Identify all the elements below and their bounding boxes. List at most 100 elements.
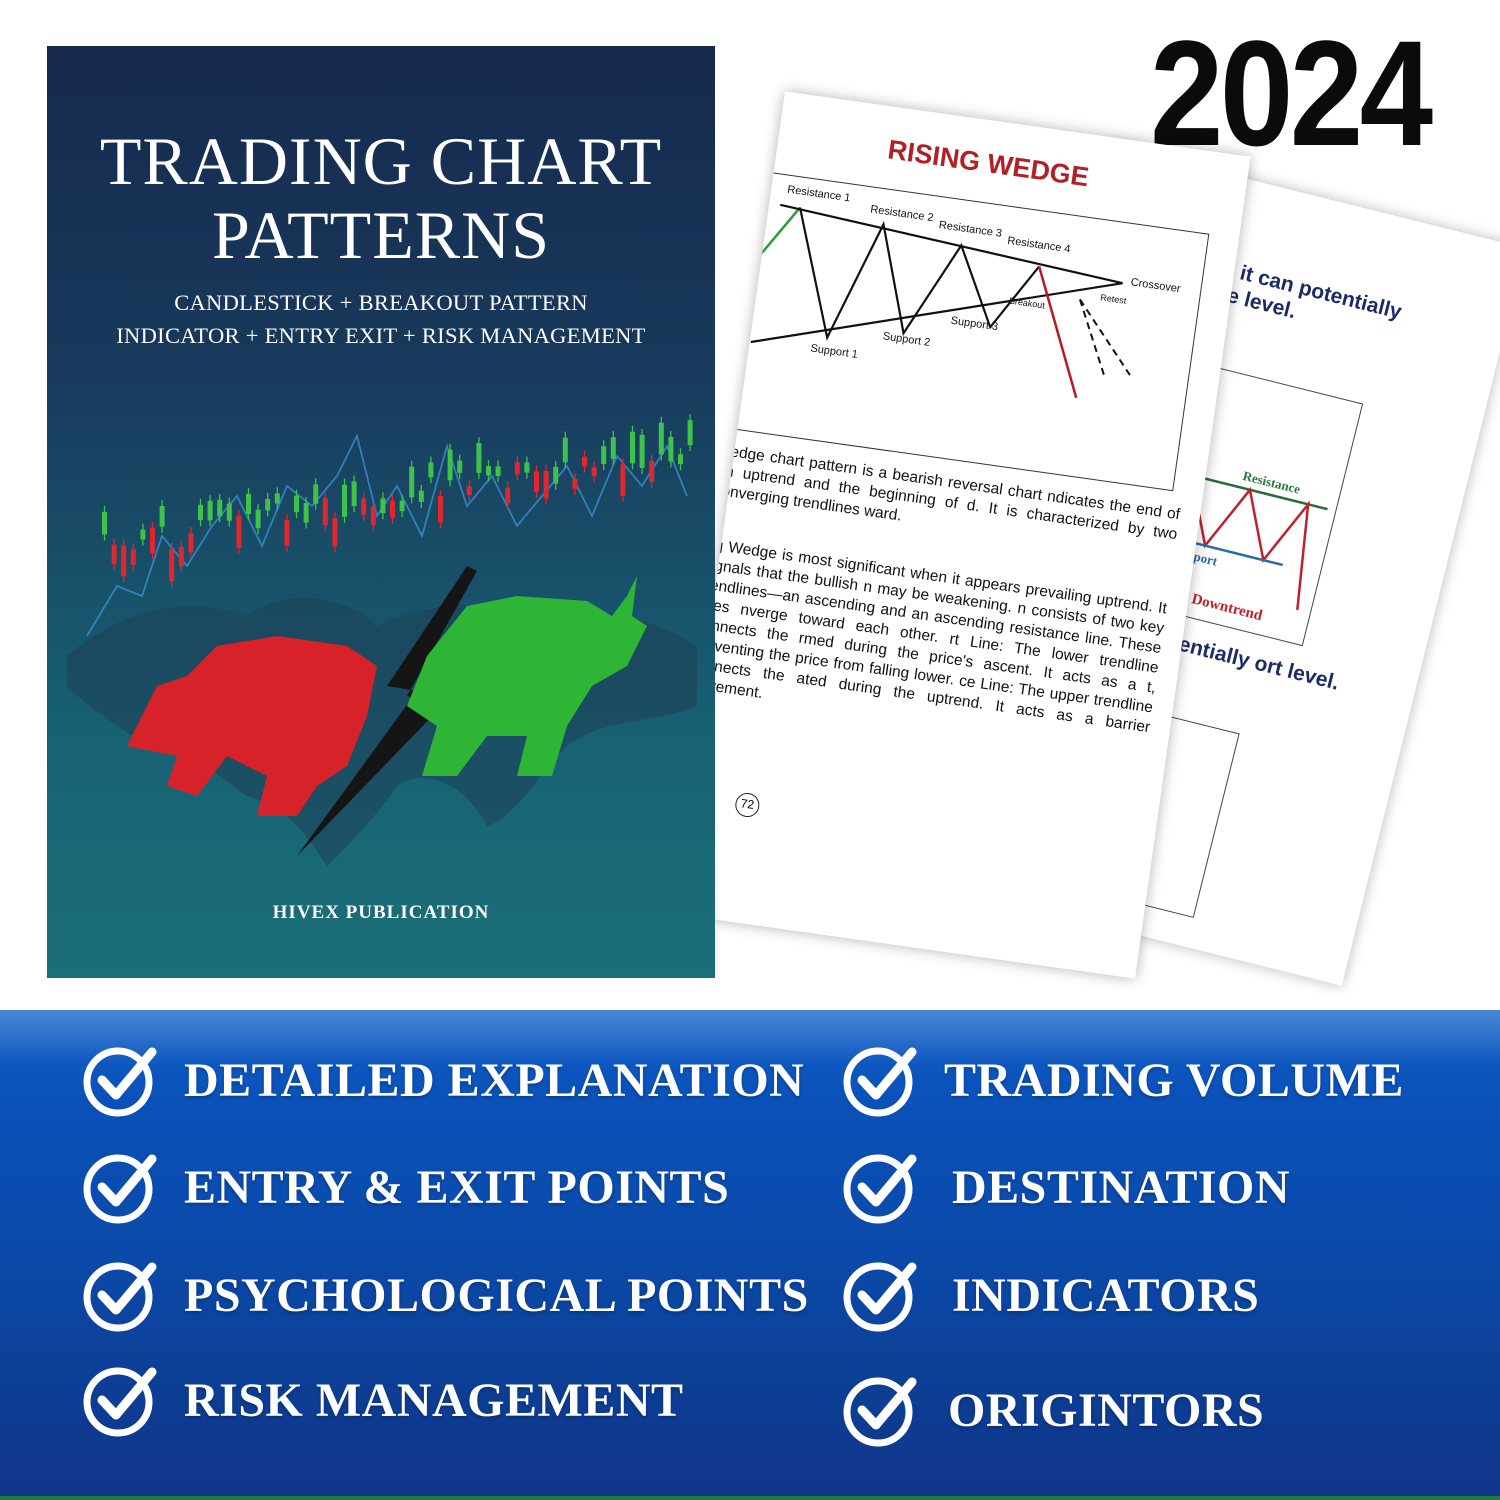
feature-item: RISK MANAGEMENT <box>80 1355 684 1445</box>
candle-down <box>236 515 242 548</box>
feature-label: ENTRY & EXIT POINTS <box>184 1160 730 1214</box>
candlesticks <box>102 414 693 588</box>
candle-down <box>121 545 127 577</box>
candle-down <box>150 527 155 554</box>
book-cover: TRADING CHART PATTERNS CANDLESTICK + BRE… <box>47 46 715 978</box>
candle-down <box>438 495 443 523</box>
candle-up <box>265 498 271 511</box>
candle-down <box>111 544 117 565</box>
candle-up <box>486 466 491 476</box>
cover-art <box>67 414 697 866</box>
bear-icon <box>127 636 377 816</box>
candle-up <box>630 431 635 464</box>
candle-down <box>370 506 376 526</box>
candle-down <box>543 470 549 499</box>
check-icon <box>83 1367 157 1437</box>
check-icon <box>83 1047 157 1117</box>
feature-item: DESTINATION <box>840 1142 1290 1232</box>
candle-up <box>553 466 559 484</box>
year-label: 2024 <box>1150 9 1433 177</box>
bull-icon <box>407 576 647 776</box>
candle-up <box>447 449 453 481</box>
candle-up <box>678 454 683 465</box>
banner-shine <box>0 1010 1500 1065</box>
feature-label: PSYCHOLOGICAL POINTS <box>184 1268 809 1322</box>
candle-up <box>476 443 482 473</box>
candle-up <box>409 466 415 498</box>
book-subtitle-line-2: INDICATOR + ENTRY EXIT + RISK MANAGEMENT <box>116 323 646 348</box>
book-title-line-2: PATTERNS <box>211 197 551 273</box>
feature-item: PSYCHOLOGICAL POINTS <box>80 1250 809 1340</box>
candle-down <box>169 548 175 582</box>
check-icon <box>83 1262 157 1332</box>
check-icon <box>843 1047 917 1117</box>
candle-up <box>246 493 251 515</box>
feature-item: DETAILED EXPLANATION <box>80 1035 804 1125</box>
rising-wedge-svg <box>738 203 1131 399</box>
wedge-paragraph-2: ng Wedge is most significant when it app… <box>685 535 1168 737</box>
front-page: RISING WEDGE Resistance 1 Resistance 2 R… <box>669 91 1251 979</box>
candle-down <box>130 549 136 566</box>
check-icon <box>83 1154 157 1224</box>
candle-down <box>361 498 367 515</box>
candle-up <box>207 500 213 521</box>
candle-up <box>610 437 616 459</box>
candle-down <box>284 520 290 546</box>
page-number: 72 <box>733 791 761 819</box>
candle-down <box>620 464 626 496</box>
feature-item: TRADING VOLUME <box>840 1035 1404 1125</box>
check-icon <box>843 1154 917 1224</box>
candle-up <box>457 460 463 473</box>
feature-label: INDICATORS <box>952 1268 1260 1322</box>
candle-up <box>687 420 693 446</box>
candle-up <box>428 462 434 478</box>
feature-label: DETAILED EXPLANATION <box>184 1053 805 1107</box>
candle-up <box>342 484 347 517</box>
candle-up <box>524 462 530 473</box>
candle-down <box>322 498 328 526</box>
book-title: TRADING CHART PATTERNS <box>47 124 715 272</box>
feature-label: ORIGINTORS <box>948 1383 1265 1437</box>
check-icon <box>843 1262 917 1332</box>
candle-down <box>178 546 184 567</box>
candle-up <box>303 503 309 523</box>
check-icon <box>843 1377 917 1447</box>
rising-wedge-title: RISING WEDGE <box>885 134 1091 193</box>
candle-up <box>562 437 568 463</box>
candle-down <box>514 462 520 475</box>
candle-down <box>649 460 655 482</box>
candle-up <box>380 498 386 514</box>
feature-item: ORIGINTORS <box>840 1365 1264 1455</box>
candle-up <box>198 504 203 521</box>
candle-up <box>658 422 664 455</box>
candle-up <box>601 446 607 464</box>
candle-down <box>591 467 597 477</box>
candle-up <box>351 481 357 507</box>
candle-down <box>505 487 511 504</box>
book-subtitle-line-1: CANDLESTICK + BREAKOUT PATTERN <box>174 290 588 315</box>
publisher: HIVEX PUBLICATION <box>272 902 490 923</box>
candle-up <box>159 506 165 527</box>
candle-down <box>188 533 194 553</box>
candle-down <box>390 500 395 518</box>
candle-down <box>332 518 338 547</box>
feature-label: DESTINATION <box>952 1160 1291 1214</box>
book-title-line-1: TRADING CHART <box>99 123 663 199</box>
candle-up <box>217 499 223 517</box>
line-chart <box>86 433 688 637</box>
candle-down <box>582 456 587 467</box>
feature-label: RISK MANAGEMENT <box>184 1373 684 1427</box>
candle-up <box>294 495 299 513</box>
feature-item: ENTRY & EXIT POINTS <box>80 1142 729 1232</box>
candle-down <box>534 471 539 492</box>
candle-up <box>102 511 107 535</box>
candle-up <box>418 490 424 502</box>
candle-up <box>140 529 146 540</box>
candle-up <box>495 466 501 477</box>
feature-label: TRADING VOLUME <box>944 1053 1404 1107</box>
candle-up <box>274 493 280 504</box>
candle-down <box>572 479 578 490</box>
candle-up <box>668 436 674 462</box>
candle-up <box>399 500 405 512</box>
candle-up <box>313 484 319 504</box>
